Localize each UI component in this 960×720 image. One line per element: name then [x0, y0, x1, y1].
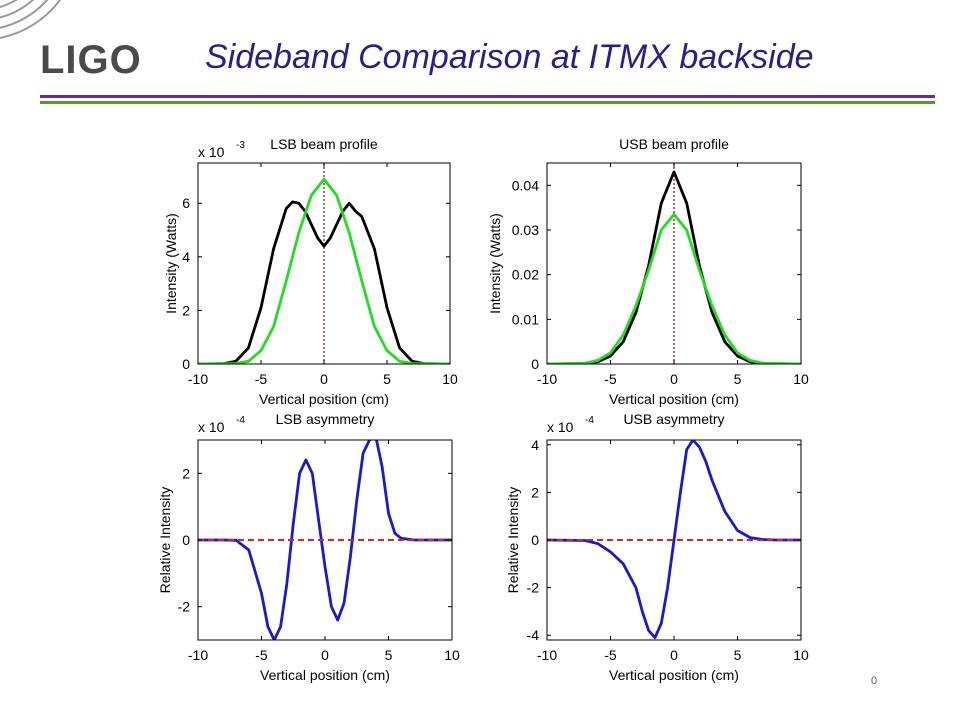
y-tick-label: 2 — [182, 302, 190, 318]
page-number: 0 — [871, 675, 878, 687]
chart-title: LSB asymmetry — [276, 411, 375, 427]
axis-multiplier-exponent: -4 — [585, 415, 594, 426]
series-line-0 — [198, 440, 452, 640]
y-tick-label: 0.01 — [512, 311, 539, 327]
x-axis-label: Vertical position (cm) — [260, 667, 390, 683]
y-tick-label: 2 — [531, 484, 539, 500]
chart-title: USB asymmetry — [623, 411, 724, 427]
x-tick-label: 5 — [383, 371, 391, 387]
x-tick-label: 10 — [793, 647, 809, 663]
x-tick-label: 5 — [385, 647, 393, 663]
x-tick-label: -10 — [188, 647, 208, 663]
chart-usb_profile — [546, 162, 802, 365]
x-tick-label: -10 — [537, 647, 557, 663]
x-tick-label: 10 — [442, 371, 458, 387]
chart-title: LSB beam profile — [270, 136, 378, 152]
chart-usb_asymmetry — [546, 439, 802, 641]
x-tick-label: 5 — [734, 371, 742, 387]
y-tick-label: 4 — [182, 249, 190, 265]
x-tick-label: -5 — [255, 371, 268, 387]
x-tick-label: -10 — [188, 371, 208, 387]
y-axis-label: Relative Intensity — [505, 487, 521, 594]
chart-lsb_profile — [197, 162, 451, 365]
x-tick-label: 0 — [320, 371, 328, 387]
axis-multiplier-exponent: -4 — [236, 415, 245, 426]
x-tick-label: 10 — [444, 647, 460, 663]
y-tick-label: 0 — [182, 356, 190, 372]
x-axis-label: Vertical position (cm) — [609, 391, 739, 407]
x-tick-label: 5 — [734, 647, 742, 663]
x-tick-label: -5 — [604, 647, 617, 663]
y-tick-label: 4 — [531, 437, 539, 453]
x-tick-label: 0 — [321, 647, 329, 663]
y-tick-label: 0 — [531, 356, 539, 372]
header-rule-purple — [40, 95, 935, 98]
series-line-1 — [198, 177, 450, 364]
y-tick-label: 0.02 — [512, 267, 539, 283]
x-tick-label: 0 — [670, 647, 678, 663]
x-tick-label: 0 — [670, 371, 678, 387]
series-line-0 — [547, 440, 801, 639]
slide-title: Sideband Comparison at ITMX backside — [205, 38, 814, 76]
header-rule-green — [40, 101, 935, 104]
y-tick-label: 0 — [182, 532, 190, 548]
axis-multiplier: x 10 — [198, 144, 225, 160]
y-tick-label: -4 — [527, 627, 540, 643]
axis-multiplier: x 10 — [198, 419, 225, 435]
series-line-0 — [198, 200, 450, 364]
x-tick-label: -10 — [537, 371, 557, 387]
x-tick-label: 10 — [793, 371, 809, 387]
chart-lsb_asymmetry — [197, 439, 453, 641]
ligo-logo: LIGO — [40, 38, 142, 82]
axis-multiplier: x 10 — [547, 419, 574, 435]
series-line-1 — [547, 212, 801, 364]
y-tick-label: -2 — [178, 599, 191, 615]
y-axis-label: Intensity (Watts) — [163, 213, 179, 314]
x-axis-label: Vertical position (cm) — [259, 391, 389, 407]
y-tick-label: 0.04 — [512, 177, 539, 193]
y-tick-label: -2 — [527, 580, 540, 596]
x-tick-label: -5 — [255, 647, 268, 663]
series-line-0 — [547, 170, 801, 364]
y-axis-label: Relative Intensity — [157, 487, 173, 594]
y-axis-label: Intensity (Watts) — [487, 213, 503, 314]
x-tick-label: -5 — [604, 371, 617, 387]
x-axis-label: Vertical position (cm) — [609, 667, 739, 683]
axis-multiplier-exponent: -3 — [236, 140, 245, 151]
y-tick-label: 6 — [182, 195, 190, 211]
y-tick-label: 0.03 — [512, 222, 539, 238]
y-tick-label: 2 — [182, 465, 190, 481]
chart-title: USB beam profile — [619, 136, 729, 152]
y-tick-label: 0 — [531, 532, 539, 548]
